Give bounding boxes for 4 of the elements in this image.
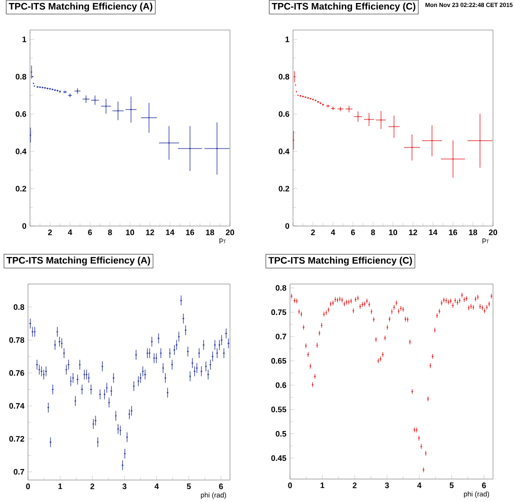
chart-title: TPC-ITS Matching Efficiency (C) — [272, 2, 416, 12]
chart-title: TPC-ITS Matching Efficiency (A) — [6, 256, 150, 266]
chart-title: TPC-ITS Matching Efficiency (C) — [268, 256, 412, 266]
chart-title: TPC-ITS Matching Efficiency (A) — [8, 2, 152, 12]
